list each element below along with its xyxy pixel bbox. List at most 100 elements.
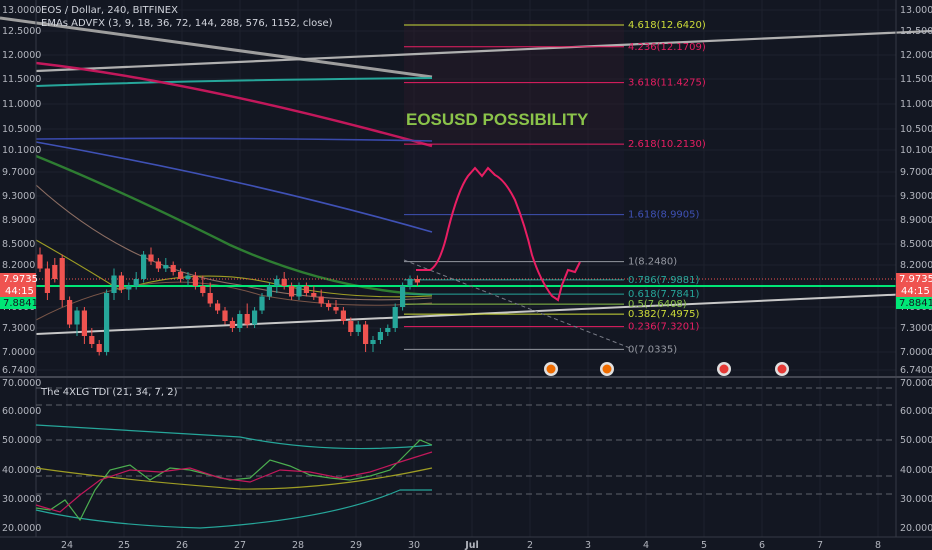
candle-body	[207, 293, 213, 304]
fib-level-label: 0(7.0335)	[628, 344, 677, 355]
y-tick-label-right: 13.0000	[900, 5, 932, 16]
candle-body	[259, 296, 265, 311]
candle-body	[141, 254, 147, 279]
projected-price-path	[416, 166, 581, 302]
tdi-tick-label-left: 50.0000	[2, 435, 41, 446]
y-tick-label-left: 8.2000	[2, 260, 35, 271]
x-tick-label: 30	[408, 540, 420, 550]
y-tick-label-right: 7.3000	[900, 323, 932, 334]
fib-level-label: 1.618(8.9905)	[628, 210, 700, 221]
vertical-grid	[66, 0, 879, 537]
candle-body	[237, 314, 243, 328]
event-markers[interactable]	[544, 362, 789, 376]
y-tick-label-right: 11.5000	[900, 74, 932, 85]
x-tick-label: 26	[176, 540, 188, 550]
y-tick-label-right: 12.5000	[900, 26, 932, 37]
x-tick-label: 2	[527, 540, 533, 550]
x-tick-label: Jul	[464, 540, 479, 550]
tdi-tick-label-left: 30.0000	[2, 494, 41, 505]
candle-body	[44, 268, 50, 293]
y-tick-label-right: 8.5000	[900, 239, 932, 250]
y-tick-label-right: 11.0000	[900, 99, 932, 110]
fib-level-label: 4.618(12.6420)	[628, 20, 706, 31]
candle-body	[377, 332, 383, 340]
candle-body	[178, 272, 184, 279]
tdi-signal-line	[35, 451, 433, 513]
ema-navy-flat	[35, 137, 433, 142]
tdi-tick-label-right: 50.0000	[900, 435, 932, 446]
y-tick-label-left: 8.5000	[2, 239, 35, 250]
candle-body	[155, 261, 161, 269]
y-tick-label-left: 8.9000	[2, 215, 35, 226]
candle-body	[170, 265, 176, 272]
ema-teal-flat	[35, 77, 433, 87]
candle-body	[89, 336, 95, 344]
y-tick-label-left: 13.0000	[2, 5, 41, 16]
candle-body	[118, 275, 124, 290]
tdi-mid-line	[35, 467, 433, 490]
price-tag-left-bot: 7.8841	[3, 298, 38, 309]
y-tick-label-left: 10.1000	[2, 145, 41, 156]
fib-level-label: 0.236(7.3201)	[628, 322, 700, 333]
fib-level-label: 0.5(7.6408)	[628, 299, 687, 310]
fib-level-label: 0.786(7.9881)	[628, 275, 700, 286]
y-tick-label-left: 9.3000	[2, 191, 35, 202]
x-tick-label: 5	[701, 540, 707, 550]
y-tick-label-right: 7.0000	[900, 347, 932, 358]
candle-body	[229, 321, 235, 328]
y-tick-label-right: 6.7400	[900, 365, 932, 376]
y-tick-label-right: 12.0000	[900, 50, 932, 61]
y-tick-label-left: 11.0000	[2, 99, 41, 110]
candle-body	[200, 286, 206, 293]
candle-body	[400, 286, 406, 307]
y-tick-label-right: 8.2000	[900, 260, 932, 271]
y-tick-label-right: 8.9000	[900, 215, 932, 226]
candle-body	[244, 314, 250, 325]
indicator-label[interactable]: EMAs ADVFX (3, 9, 18, 36, 72, 144, 288, …	[41, 18, 333, 29]
y-tick-label-right: 10.5000	[900, 124, 932, 135]
tdi-tick-label-left: 40.0000	[2, 465, 41, 476]
y-tick-label-left: 10.5000	[2, 124, 41, 135]
candle-body	[185, 275, 191, 279]
tdi-tick-label-left: 60.0000	[2, 406, 41, 417]
ema-olive	[35, 239, 433, 298]
candle-body	[148, 254, 154, 262]
candle-body	[289, 286, 295, 297]
trendline-lower	[35, 292, 932, 335]
candle-body	[303, 286, 309, 293]
price-tag-left-mid: 44:15	[5, 286, 34, 297]
y-tick-label-left: 6.7400	[2, 365, 35, 376]
candlestick-series	[37, 247, 420, 356]
x-tick-label: 6	[759, 540, 765, 550]
moving-averages	[0, 16, 932, 335]
candle-body	[67, 300, 73, 325]
candle-body	[192, 275, 198, 286]
candle-body	[333, 307, 339, 311]
candle-body	[355, 324, 361, 332]
x-tick-label: 28	[292, 540, 304, 550]
tdi-lower-band	[35, 489, 432, 529]
price-tag-right-mid: 44:15	[901, 286, 930, 297]
x-axis: 24 25 26 27 28 29 30 Jul 2 3 4 5 6 7 8	[61, 540, 881, 550]
symbol-header[interactable]: EOS / Dollar, 240, BITFINEX	[41, 5, 178, 16]
x-tick-label: 8	[875, 540, 881, 550]
lower-pane-title[interactable]: The 4XLG TDI (21, 34, 7, 2)	[40, 387, 178, 398]
ema-gray-descending	[0, 16, 433, 79]
fibonacci-extension[interactable]: 4.618(12.6420) 4.236(12.1709) 3.618(11.427…	[404, 20, 706, 355]
price-tag-right-top: 7.9735	[899, 274, 932, 285]
event-marker-1	[544, 362, 558, 376]
fib-level-label: 1(8.2480)	[628, 257, 677, 268]
candle-body	[104, 293, 110, 352]
annotation-title: EOSUSD POSSIBILITY	[406, 110, 589, 129]
candle-body	[281, 279, 287, 286]
y-tick-label-left: 12.0000	[2, 50, 41, 61]
ema-blue	[35, 141, 433, 233]
y-tick-label-right: 10.1000	[900, 145, 932, 156]
candle-body	[414, 279, 420, 283]
candle-body	[81, 310, 87, 336]
tdi-tick-label-right: 30.0000	[900, 494, 932, 505]
fib-level-label: 4.236(12.1709)	[628, 42, 706, 53]
tdi-upper-band	[35, 424, 433, 450]
candle-body	[59, 258, 65, 300]
